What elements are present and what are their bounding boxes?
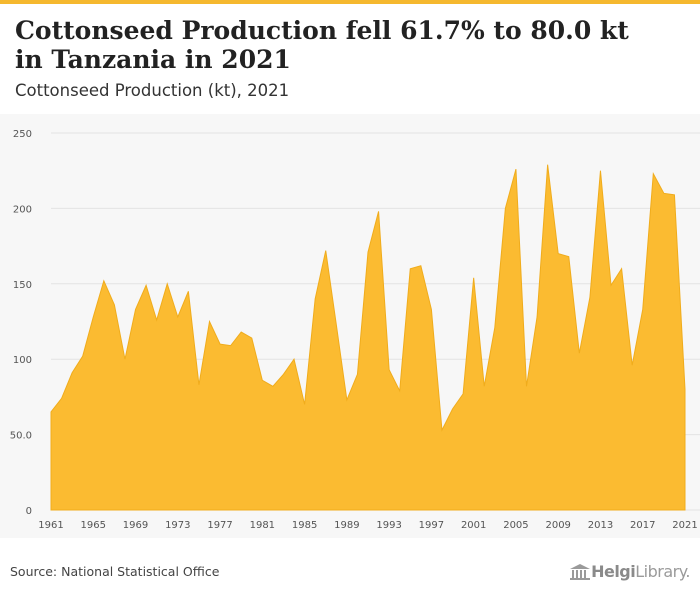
x-tick-label: 2005 [503,520,528,531]
y-axis-ticks: 0 50.0 100 150 200 250 [10,129,32,517]
x-tick-label: 1965 [81,520,106,531]
x-axis-ticks: 1961 1965 1969 1973 1977 1981 1985 1989 1993 1997… [38,520,697,531]
x-tick-label: 2009 [545,520,570,531]
area-series [50,164,686,511]
logo-text-bold: Helgi [591,562,636,581]
x-tick-label: 2013 [588,520,613,531]
series-area [50,164,686,511]
x-tick-label: 2017 [630,520,655,531]
logo-text: HelgiLibrary. [591,562,690,581]
chart-header: Cottonseed Production fell 61.7% to 80.0… [0,4,700,114]
x-tick-label: 1973 [165,520,190,531]
logo-text-rest: Library. [635,562,690,581]
x-tick-label: 1981 [250,520,275,531]
x-tick-label: 1985 [292,520,317,531]
x-tick-label: 1977 [207,520,232,531]
y-tick-label: 150 [13,280,32,291]
x-tick-label: 1997 [419,520,444,531]
y-tick-label: 50.0 [10,431,32,442]
y-tick-label: 200 [13,204,32,215]
x-tick-label: 1969 [123,520,148,531]
x-tick-label: 2001 [461,520,486,531]
accent-bar [0,0,700,4]
x-tick-label: 2021 [672,520,697,531]
chart-footer: Source: National Statistical Office Helg… [0,538,700,596]
y-tick-label: 100 [13,355,32,366]
source-note: Source: National Statistical Office [10,564,220,579]
library-building-icon [570,563,591,580]
chart-subtitle: Cottonseed Production (kt), 2021 [15,81,290,100]
helgi-library-logo: HelgiLibrary. [569,562,690,581]
y-tick-label: 250 [13,129,32,140]
chart-panel: 0 50.0 100 150 200 250 1961 1965 1969 1973 1977 19… [0,114,700,538]
x-tick-label: 1989 [334,520,359,531]
chart-title: Cottonseed Production fell 61.7% to 80.0… [15,16,629,74]
y-tick-label: 0 [26,506,32,517]
x-tick-label: 1993 [376,520,401,531]
x-tick-label: 1961 [38,520,63,531]
